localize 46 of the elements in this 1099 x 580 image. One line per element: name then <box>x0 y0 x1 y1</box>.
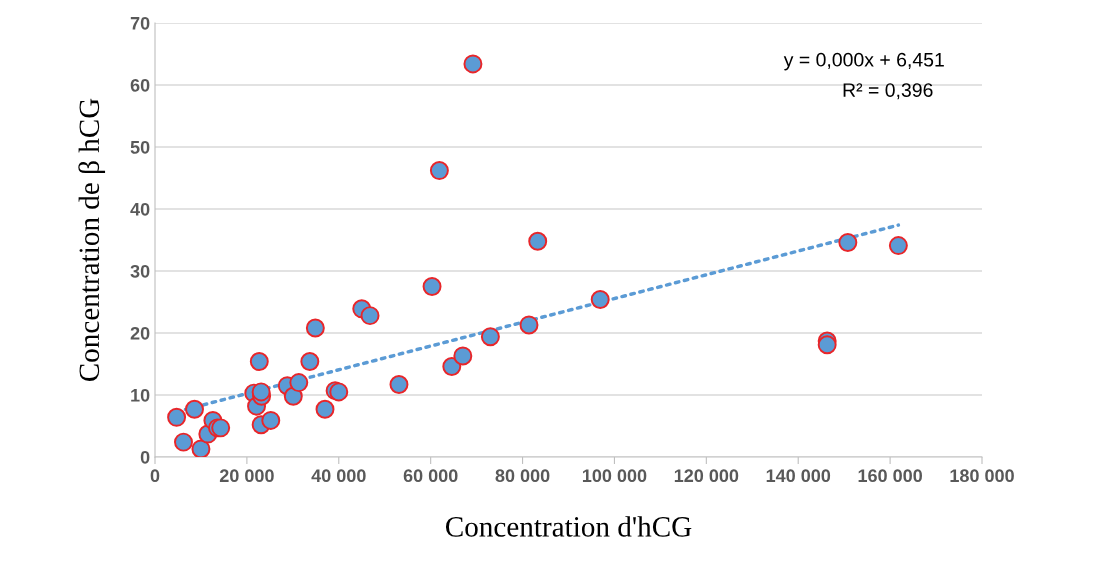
point <box>261 410 281 430</box>
x-tick-label: 60 000 <box>403 469 458 483</box>
point <box>185 399 204 419</box>
x-tick-label: 80 000 <box>495 469 550 483</box>
y-tick-label: 70 <box>130 16 150 30</box>
point <box>360 306 380 326</box>
x-tick-label: 160 000 <box>858 469 923 483</box>
point <box>389 374 409 394</box>
point <box>528 231 548 251</box>
annotation: y = 0,000x + 6,451 <box>783 52 944 71</box>
point <box>480 327 500 347</box>
point <box>422 277 442 296</box>
point <box>300 352 320 371</box>
point <box>191 439 211 457</box>
point <box>249 352 269 371</box>
point <box>590 290 610 309</box>
y-tick-label: 20 <box>130 326 150 340</box>
point <box>167 407 187 427</box>
y-tick-label: 30 <box>130 264 150 278</box>
point <box>429 161 449 181</box>
point <box>305 318 325 338</box>
annotation: R² = 0,396 <box>843 83 933 100</box>
point <box>453 346 473 366</box>
y-tick-label: 60 <box>130 78 150 92</box>
point <box>442 357 462 376</box>
point <box>315 399 335 419</box>
x-tick-label: 20 000 <box>219 469 274 483</box>
y-tick-label: 40 <box>130 202 150 216</box>
point <box>519 315 539 335</box>
point <box>211 418 231 438</box>
point <box>463 54 483 74</box>
y-axis-title: Concentration de β hCG <box>78 98 106 382</box>
x-tick-label: 100 000 <box>582 469 647 483</box>
point <box>838 233 858 252</box>
x-tick-label: 40 000 <box>311 469 366 483</box>
point <box>888 236 908 256</box>
y-tick-label: 10 <box>131 388 150 402</box>
point <box>174 432 193 452</box>
x-tick-label: 120 000 <box>674 469 739 483</box>
x-tick-label: 140 000 <box>766 469 831 483</box>
x-tick-label: 0 <box>150 469 160 483</box>
x-tick-label: 180 000 <box>950 469 1014 483</box>
point <box>289 373 309 393</box>
y-tick-label: 50 <box>130 140 150 154</box>
x-axis-title: Concentration d'hCG <box>445 516 692 537</box>
y-tick-label: 0 <box>140 450 150 464</box>
